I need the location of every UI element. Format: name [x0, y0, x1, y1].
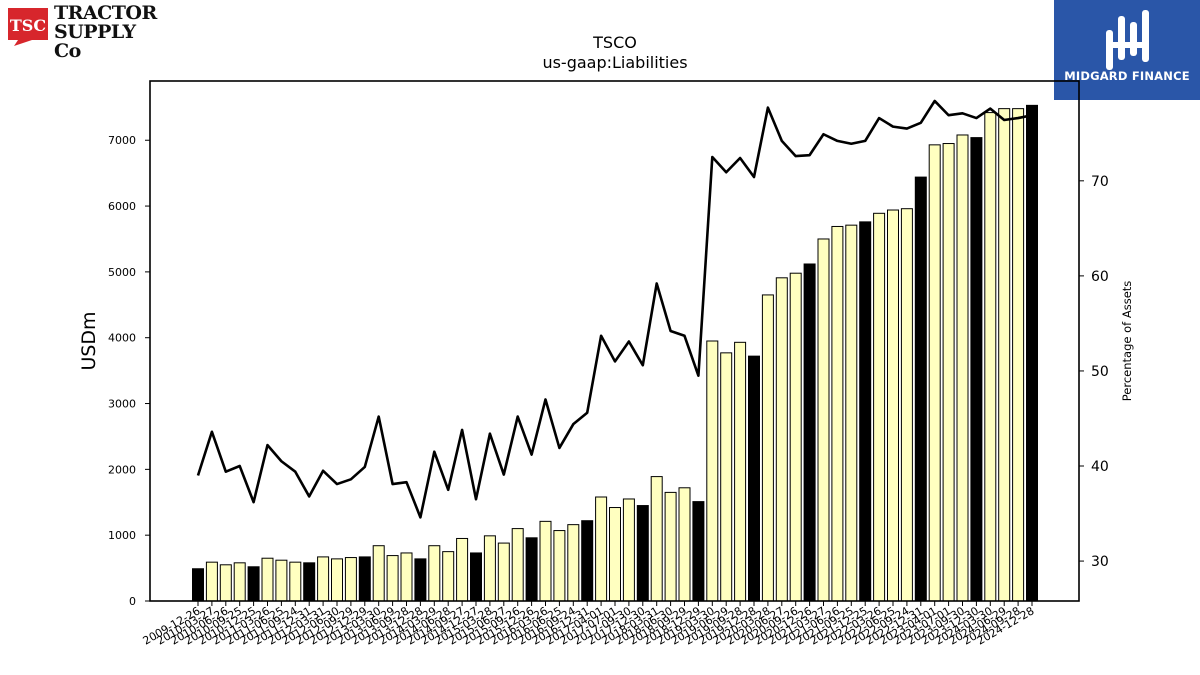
bar	[748, 355, 760, 602]
y-tick-label: 2000	[108, 463, 136, 476]
tsc-line-1: TRACTOR	[54, 2, 157, 24]
line-series	[196, 99, 1033, 519]
bar	[734, 341, 747, 602]
y-tick-label: 6000	[108, 200, 136, 213]
bar	[664, 491, 677, 602]
bar	[775, 277, 788, 602]
y-tick-label: 1000	[108, 529, 136, 542]
bar	[303, 562, 316, 602]
bar	[803, 263, 816, 602]
y2-axis-label: Percentage of Assets	[1120, 281, 1134, 402]
bar	[581, 520, 594, 602]
bar	[331, 558, 343, 602]
bar	[205, 561, 218, 602]
y2-tick-label: 40	[1091, 459, 1109, 475]
bar	[497, 542, 510, 602]
axes: 0100020003000400050006000700030405060702…	[108, 80, 1109, 648]
bar	[275, 559, 288, 602]
bar	[817, 238, 830, 602]
bar	[692, 501, 705, 602]
bar	[650, 476, 663, 602]
bar	[317, 556, 330, 602]
bar	[219, 564, 232, 602]
bar	[956, 134, 969, 602]
bar	[233, 562, 246, 602]
bar	[998, 108, 1011, 602]
bar	[525, 537, 538, 602]
bar	[261, 557, 274, 602]
y-axis-label: USDm	[78, 311, 100, 370]
chart-subtitle: us-gaap:Liabilities	[542, 53, 687, 72]
bar	[358, 556, 371, 602]
y2-tick-label: 50	[1091, 364, 1109, 380]
bar	[887, 209, 899, 602]
bar	[720, 352, 733, 602]
chart-title: TSCO	[592, 33, 637, 52]
bar	[372, 545, 385, 602]
bar	[428, 545, 441, 602]
midgard-mark-icon	[1106, 10, 1149, 70]
bar	[914, 176, 927, 602]
bar	[344, 557, 357, 602]
bar	[706, 340, 719, 602]
bar	[400, 552, 413, 602]
bar	[1026, 104, 1038, 602]
tsc-badge-icon: TSC	[8, 8, 48, 46]
bar	[470, 552, 482, 602]
y-tick-label: 7000	[108, 134, 136, 147]
bar	[192, 568, 204, 602]
bar	[414, 558, 427, 602]
bar	[289, 561, 302, 602]
bar	[567, 524, 580, 602]
midgard-finance-name: MIDGARD FINANCE	[1064, 69, 1190, 83]
bar	[845, 224, 858, 602]
bar	[761, 294, 774, 602]
y2-tick-label: 30	[1091, 554, 1109, 570]
tsc-line-2: SUPPLY Co	[54, 21, 136, 62]
percentage-line	[196, 99, 1033, 519]
tsc-badge-text: TSC	[10, 16, 46, 35]
bar	[942, 143, 955, 602]
bar	[539, 520, 552, 602]
bar	[873, 212, 886, 602]
bar	[553, 530, 566, 602]
bar	[247, 566, 260, 602]
bar	[483, 535, 496, 602]
bar	[511, 528, 524, 602]
bar	[386, 555, 399, 602]
bar	[622, 498, 635, 602]
bar	[442, 551, 455, 602]
bar	[984, 112, 997, 602]
bar	[678, 487, 691, 602]
y-tick-label: 4000	[108, 332, 136, 345]
bar	[609, 507, 621, 602]
bar	[456, 537, 469, 602]
y-tick-label: 0	[129, 595, 136, 608]
bar	[900, 208, 913, 602]
bar	[859, 221, 872, 602]
tractor-supply-logo: TSC TRACTOR SUPPLY Co	[6, 2, 162, 61]
bar	[595, 496, 608, 602]
bar	[1012, 108, 1025, 602]
bar	[636, 505, 649, 602]
bar	[789, 272, 802, 602]
y-tick-label: 5000	[108, 266, 136, 279]
y-tick-label: 3000	[108, 398, 136, 411]
bar	[928, 144, 941, 602]
bar	[970, 137, 983, 602]
y2-tick-label: 70	[1091, 174, 1109, 190]
bar	[831, 225, 844, 602]
y2-tick-label: 60	[1091, 269, 1109, 285]
bar-series	[192, 104, 1038, 602]
